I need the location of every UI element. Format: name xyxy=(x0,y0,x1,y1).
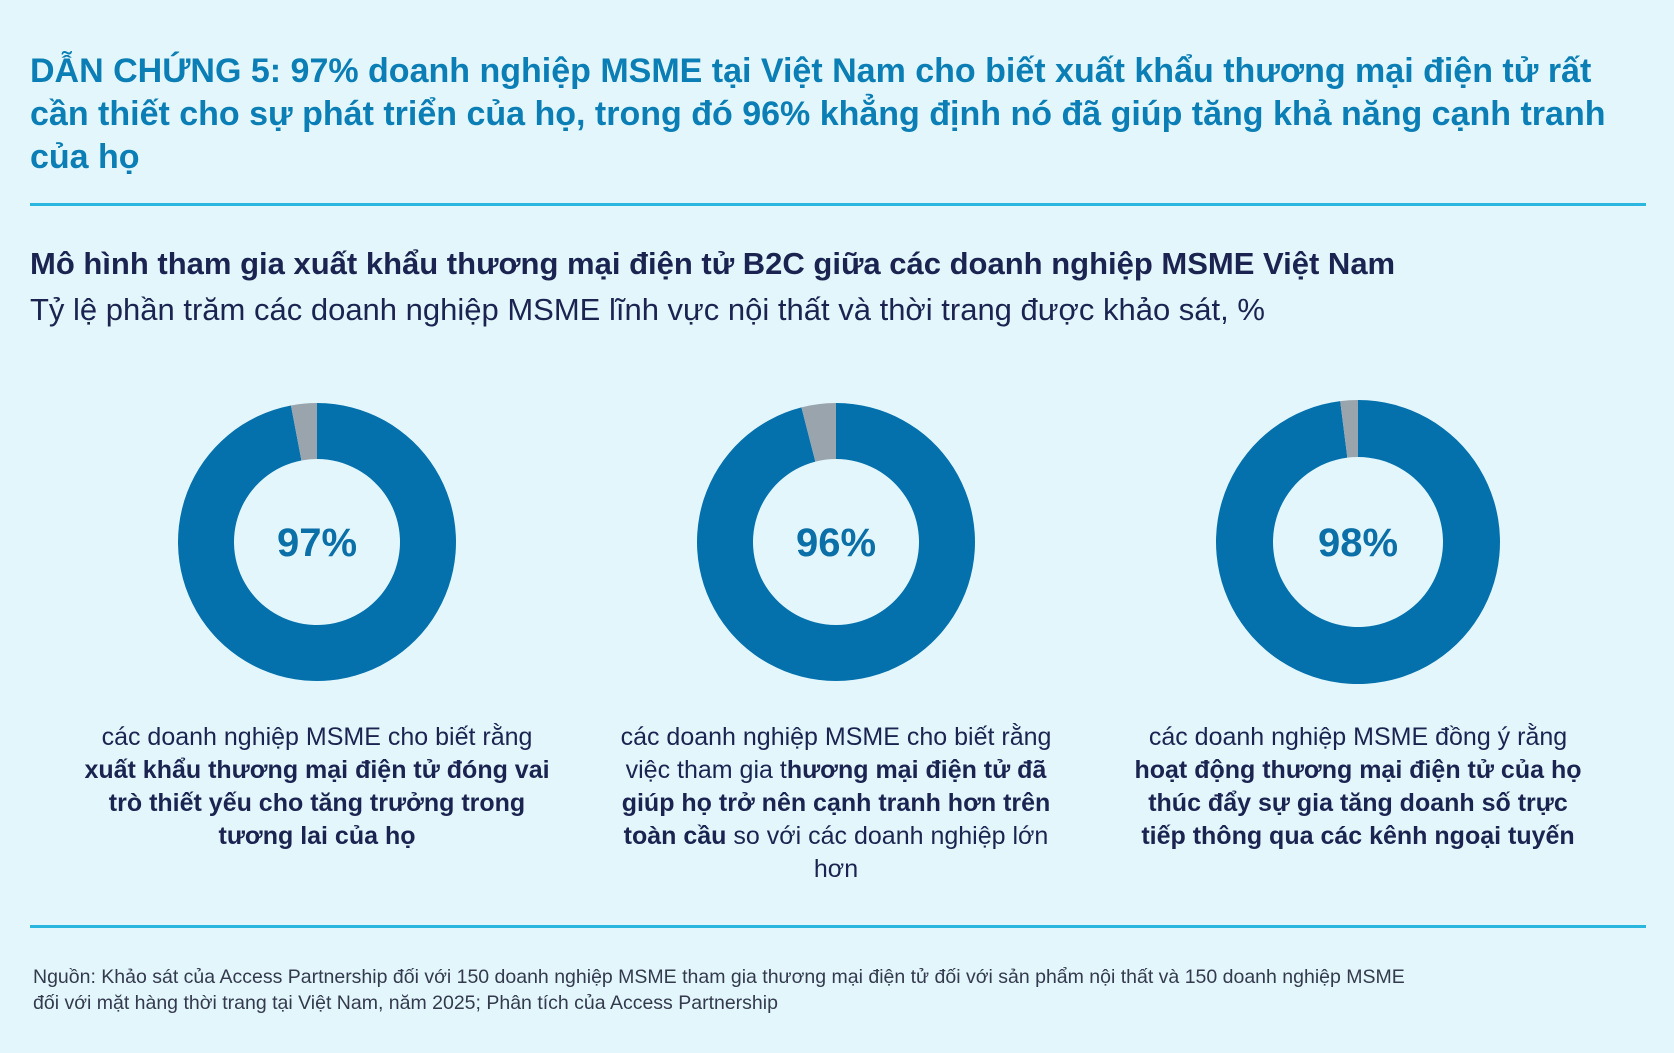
caption-1-segment-1: các doanh nghiệp MSME cho biết rằng xyxy=(101,723,533,751)
caption-2: các doanh nghiệp MSME cho biết rằng việc… xyxy=(601,721,1071,886)
caption-3-segment-2: hoạt động thương mại điện tử của họ thúc… xyxy=(1134,756,1582,850)
caption-1-segment-2: xuất khẩu thương mại điện tử đóng vai tr… xyxy=(84,756,550,850)
donut-3-percent-label: 98% xyxy=(1318,521,1398,565)
caption-2-segment-2: hương mại điện tử đã giúp họ trở nên cạn… xyxy=(621,756,1051,850)
donut-3-slice-value xyxy=(1215,400,1500,685)
caption-2-segment-3: so với các doanh nghiệp lớn hơn xyxy=(726,822,1049,883)
bottom-divider xyxy=(30,925,1646,928)
caption-1: các doanh nghiệp MSME cho biết rằng xuất… xyxy=(82,721,552,853)
donut-3-slice-remainder xyxy=(1340,400,1358,458)
donut-2-percent-label: 96% xyxy=(796,521,876,565)
donut-charts: 97% 96% 98% xyxy=(178,400,1500,685)
donut-1-slice-remainder xyxy=(290,403,317,461)
donut-1-slice-value xyxy=(178,403,457,681)
caption-3: các doanh nghiệp MSME đồng ý rằng hoạt đ… xyxy=(1123,721,1593,853)
chart-title: Mô hình tham gia xuất khẩu thương mại đi… xyxy=(30,246,1396,281)
chart-subtitle: Tỷ lệ phần trăm các doanh nghiệp MSME lĩ… xyxy=(30,292,1265,327)
donut-1-percent-label: 97% xyxy=(277,521,357,565)
top-divider xyxy=(30,203,1646,206)
caption-3-segment-1: các doanh nghiệp MSME đồng ý rằng xyxy=(1148,723,1568,751)
donut-2-slice-value xyxy=(697,403,976,682)
headline: DẪN CHỨNG 5: 97% doanh nghiệp MSME tại V… xyxy=(30,52,1606,176)
caption-2-segment-1: các doanh nghiệp MSME cho biết rằng việc… xyxy=(620,723,1052,784)
donut-2-slice-remainder xyxy=(801,403,836,462)
source-note: Nguồn: Khảo sát của Access Partnership đ… xyxy=(33,966,1405,1014)
